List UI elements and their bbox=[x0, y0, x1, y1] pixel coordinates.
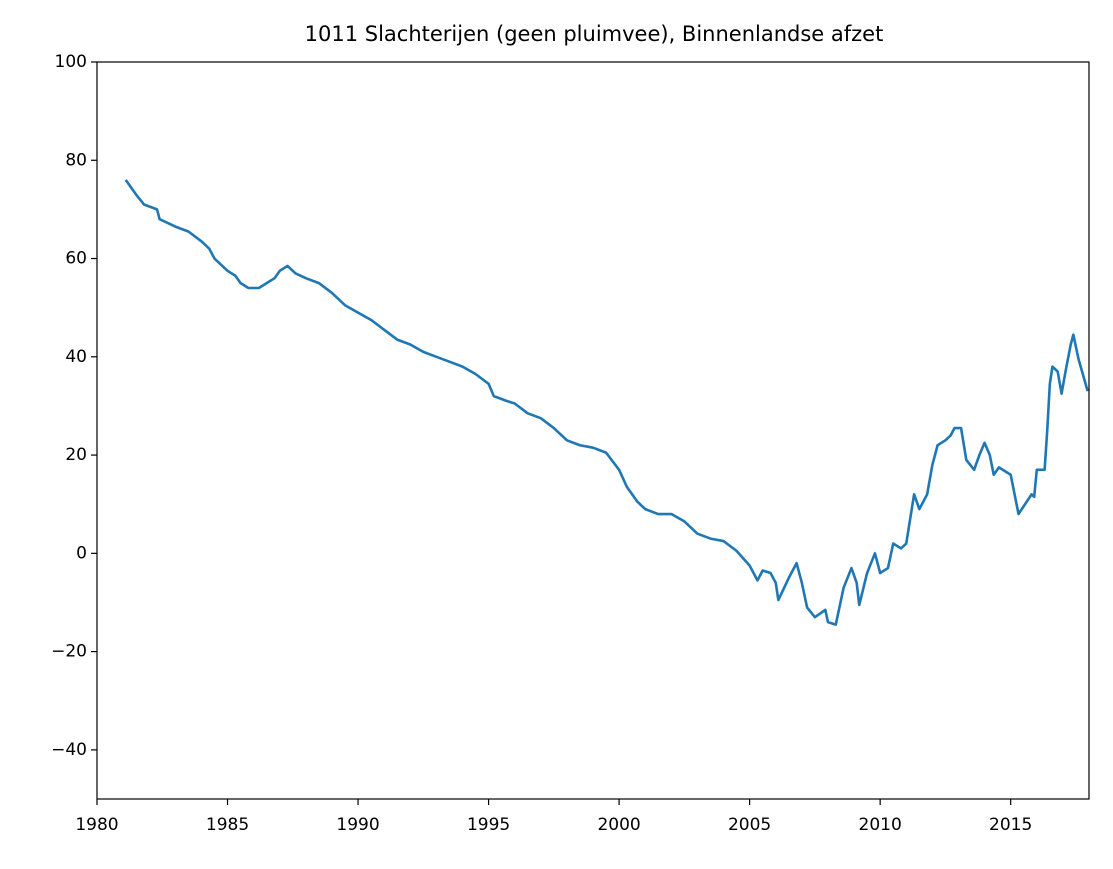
y-tick-label: 60 bbox=[65, 249, 87, 269]
y-tick-label: 40 bbox=[65, 347, 87, 367]
x-tick-label: 2015 bbox=[989, 815, 1032, 835]
axes-frame bbox=[96, 61, 1090, 800]
data-line bbox=[124, 179, 1089, 626]
x-tick-label: 2005 bbox=[728, 815, 771, 835]
chart-title: 1011 Slachterijen (geen pluimvee), Binne… bbox=[305, 22, 884, 46]
y-tick-label: −20 bbox=[51, 642, 87, 662]
x-tick-label: 1995 bbox=[467, 815, 510, 835]
y-tick-label: 0 bbox=[76, 543, 87, 563]
y-tick-label: 100 bbox=[55, 52, 87, 72]
x-tick-label: 1980 bbox=[75, 815, 118, 835]
x-tick-label: 1985 bbox=[206, 815, 249, 835]
x-tick-label: 2000 bbox=[597, 815, 640, 835]
x-tick-label: 1990 bbox=[336, 815, 379, 835]
y-tick-label: −40 bbox=[51, 740, 87, 760]
y-tick-label: 20 bbox=[65, 445, 87, 465]
y-tick-label: 80 bbox=[65, 150, 87, 170]
x-tick-label: 2010 bbox=[859, 815, 902, 835]
